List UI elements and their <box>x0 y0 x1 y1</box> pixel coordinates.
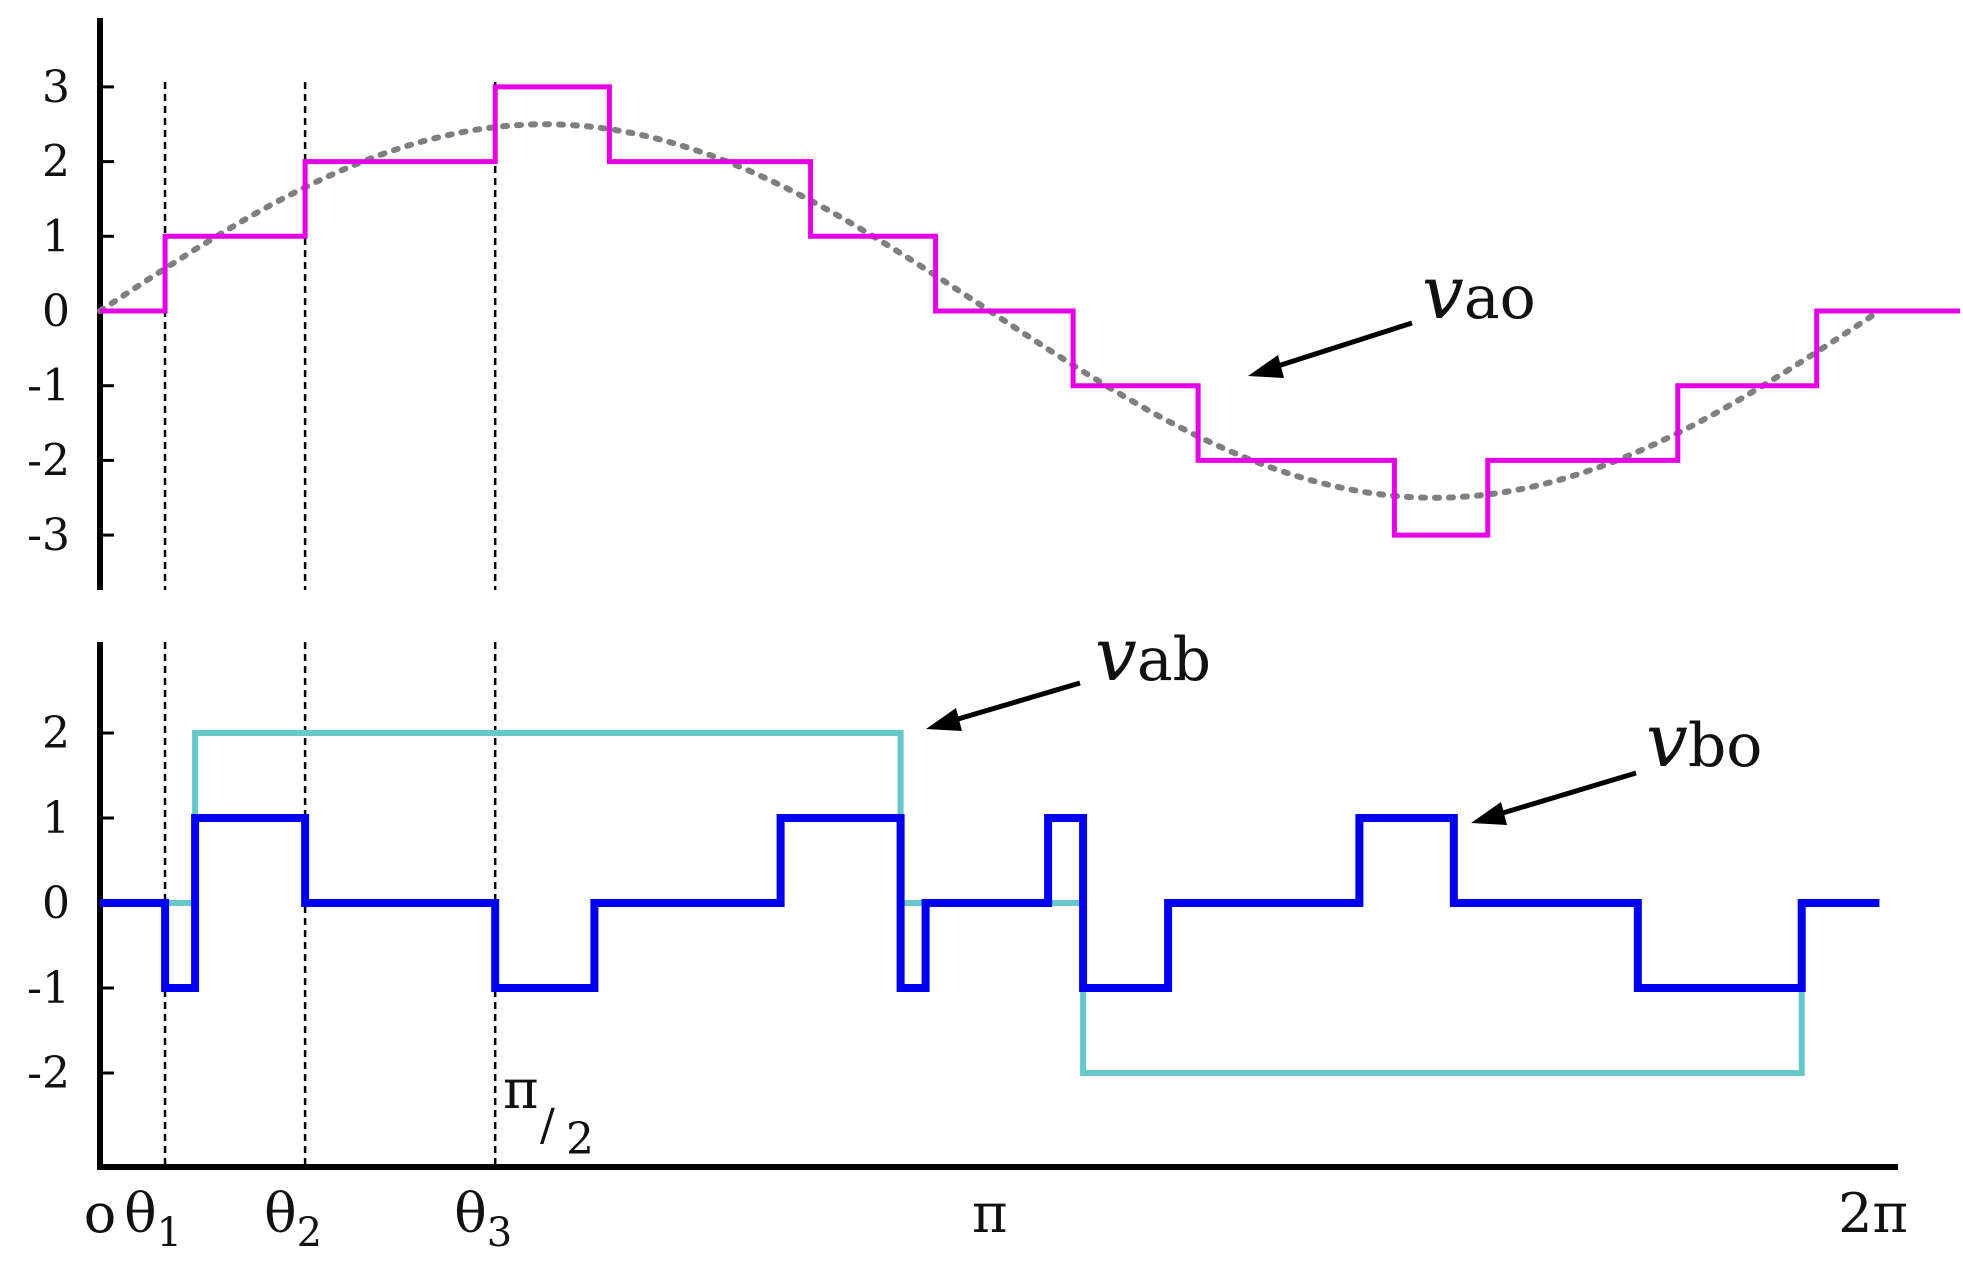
x-tick-labels: o θ1 θ2 θ3 π 2π <box>84 1182 1908 1256</box>
top-y-tick-label: -1 <box>27 361 70 412</box>
pi-over-2-slash: / <box>540 1100 555 1151</box>
series-vbo-line <box>100 814 1880 992</box>
vab-label: vab <box>1095 612 1211 698</box>
top-y-tick-label: -3 <box>27 510 70 561</box>
vab-arrow-head <box>926 708 962 731</box>
bottom-y-tick-label: 2 <box>42 708 70 759</box>
top-y-tick-label: 2 <box>42 137 70 188</box>
top-y-tick-label: 1 <box>42 211 70 262</box>
vao-arrow-head <box>1248 355 1284 378</box>
pi-over-2-denominator: 2 <box>566 1114 594 1165</box>
bottom-y-tick-label: 0 <box>42 878 70 929</box>
top-y-tick-label: -2 <box>27 435 70 486</box>
bottom-y-tick-label: -1 <box>27 963 70 1014</box>
x-tick-label: θ3 <box>454 1182 512 1256</box>
vao-label: vao <box>1422 250 1536 336</box>
x-tick-label: 2π <box>1838 1182 1908 1245</box>
vbo-arrow-line <box>1485 770 1637 821</box>
vbo-arrow-head <box>1471 802 1507 825</box>
top-panel: 3 2 1 0 -1 -2 -3 vao <box>27 18 1960 590</box>
top-y-ticks: 3 2 1 0 -1 -2 -3 <box>27 62 114 561</box>
x-tick-label: π <box>972 1182 1008 1245</box>
top-y-tick-label: 0 <box>42 286 70 337</box>
bottom-y-tick-label: -2 <box>27 1048 70 1099</box>
x-tick-label: θ2 <box>264 1182 322 1256</box>
pi-over-2-annotation: π <box>503 1058 539 1121</box>
top-y-tick-label: 3 <box>42 62 70 113</box>
x-tick-label: θ1 <box>124 1182 182 1256</box>
top-guide-lines <box>163 82 497 590</box>
vab-arrow-line <box>940 680 1081 727</box>
bottom-panel: 2 1 0 -1 -2 o θ1 θ2 θ3 π 2π π / 2 vab vbo <box>27 612 1908 1256</box>
vao-arrow-line <box>1261 320 1413 374</box>
series-vao-line <box>100 84 1960 538</box>
bottom-y-ticks: 2 1 0 -1 -2 <box>27 708 114 1099</box>
x-tick-label: o <box>84 1182 117 1245</box>
vbo-label: vbo <box>1646 698 1762 784</box>
bottom-y-tick-label: 1 <box>42 793 70 844</box>
bottom-guide-lines <box>163 642 497 1165</box>
